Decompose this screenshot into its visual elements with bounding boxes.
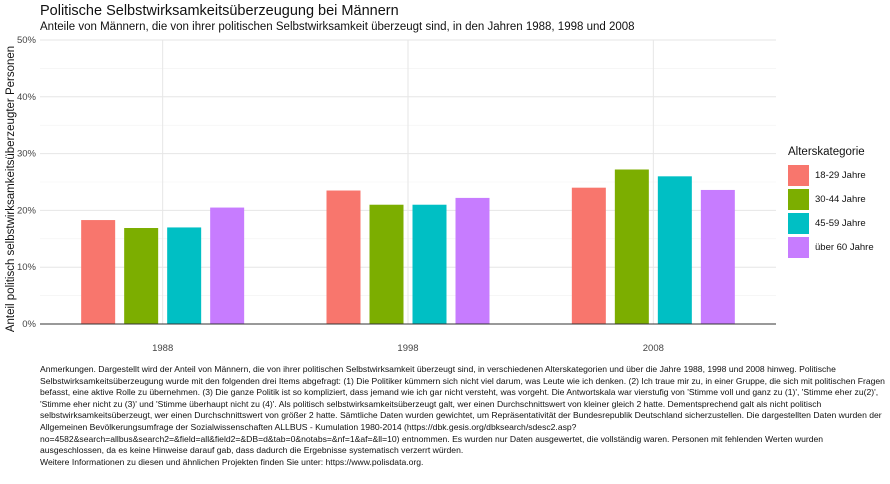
caption-more-info: Weitere Informationen zu diesen und ähnl… <box>40 456 424 467</box>
bars <box>81 169 735 324</box>
bar <box>326 190 361 324</box>
legend-item: 45-59 Jahre <box>788 211 874 235</box>
legend-item: 30-44 Jahre <box>788 187 874 211</box>
legend-label-60-plus: über 60 Jahre <box>815 241 874 253</box>
legend: Alterskategorie 18-29 Jahre 30-44 Jahre … <box>788 146 874 259</box>
y-tick-label: 50% <box>17 35 37 46</box>
bar <box>167 227 202 324</box>
y-tick-label: 20% <box>17 205 37 216</box>
x-tick-label: 2008 <box>643 343 664 354</box>
legend-item: über 60 Jahre <box>788 235 874 259</box>
bar <box>124 228 159 324</box>
x-tick-label: 1998 <box>397 343 418 354</box>
bar <box>700 189 735 324</box>
axes: 0% 10% 20% 30% 40% 50% 1988 1998 2008 <box>17 35 776 354</box>
bar <box>369 204 404 324</box>
chart-subtitle: Anteile von Männern, die von ihrer polit… <box>40 21 635 33</box>
bar <box>412 204 447 324</box>
legend-label-30-44: 30-44 Jahre <box>815 193 866 205</box>
bar <box>455 197 490 324</box>
legend-item: 18-29 Jahre <box>788 163 874 187</box>
bar <box>81 220 116 324</box>
bar <box>614 169 649 324</box>
bar <box>571 187 606 324</box>
y-tick-label: 30% <box>17 149 37 160</box>
legend-swatch-30-44 <box>788 188 809 210</box>
y-tick-label: 10% <box>17 262 37 273</box>
legend-label-18-29: 18-29 Jahre <box>815 169 866 181</box>
caption: Anmerkungen. Dargestellt wird der Anteil… <box>40 364 886 468</box>
legend-label-45-59: 45-59 Jahre <box>815 217 866 229</box>
caption-notes: Anmerkungen. Dargestellt wird der Anteil… <box>40 364 885 456</box>
legend-title: Alterskategorie <box>788 146 865 158</box>
chart-title: Politische Selbstwirksamkeitsüberzeugung… <box>40 3 399 19</box>
y-axis-label: Anteil politisch selbstwirksamkeitsüberz… <box>5 46 17 332</box>
bar-chart: 0% 10% 20% 30% 40% 50% 1988 1998 2008 Anteil pol… <box>5 35 776 354</box>
y-tick-label: 40% <box>17 92 37 103</box>
legend-swatch-45-59 <box>788 212 809 234</box>
bar <box>657 176 692 324</box>
legend-swatch-18-29 <box>788 164 809 186</box>
x-tick-label: 1988 <box>152 343 173 354</box>
bar <box>210 207 245 324</box>
y-tick-label: 0% <box>22 319 36 330</box>
legend-swatch-60-plus <box>788 236 809 258</box>
grid <box>40 39 776 324</box>
